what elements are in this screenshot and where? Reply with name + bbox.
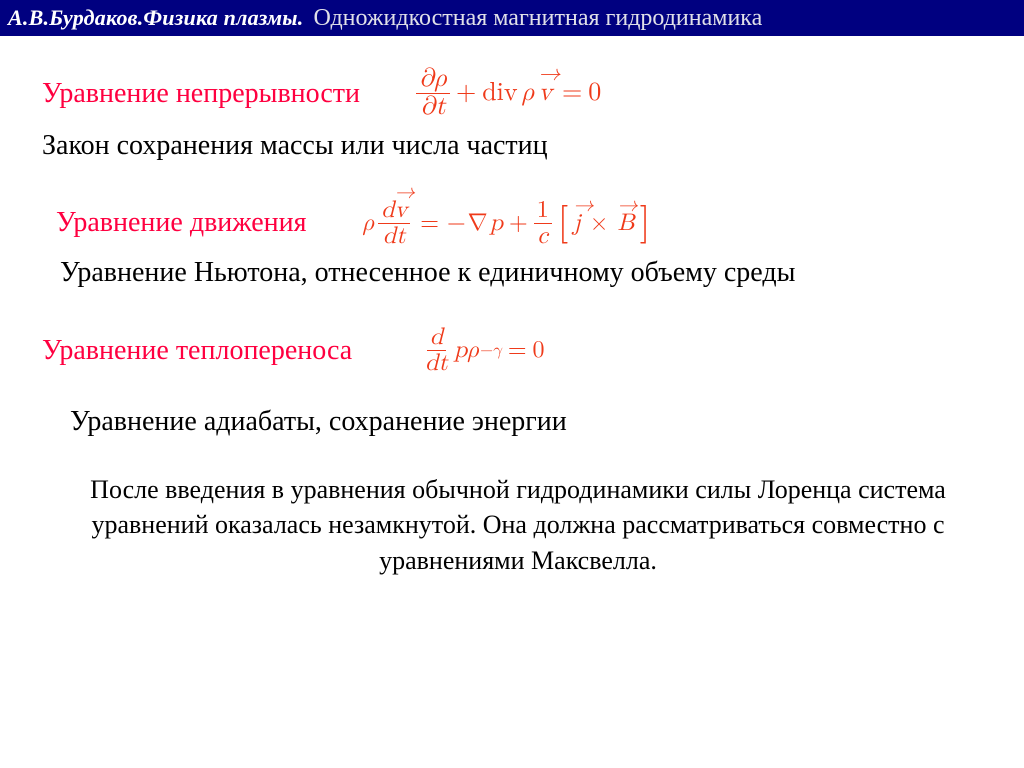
label-continuity: Уравнение непрерывности bbox=[42, 78, 360, 110]
label-momentum: Уравнение движения bbox=[56, 207, 307, 239]
closing-paragraph: После введения в уравнения обычной гидро… bbox=[58, 472, 978, 577]
equation-continuity: ∂ρ∂t + div ρ v = 0 bbox=[416, 66, 601, 122]
section-heat: Уравнение теплопереноса ddt p ρ−γ = 0 bbox=[42, 325, 994, 376]
equation-heat: ddt p ρ−γ = 0 bbox=[422, 325, 544, 376]
equation-momentum: ρ dvdt = − ∇ p + 1c [ j × B ] bbox=[363, 198, 651, 249]
section-continuity: Уравнение непрерывности ∂ρ∂t + div ρ v =… bbox=[42, 66, 994, 122]
desc-continuity: Закон сохранения массы или числа частиц bbox=[42, 130, 994, 162]
slide-title: Одножидкостная магнитная гидродинамика bbox=[313, 5, 762, 32]
desc-heat: Уравнение адиабаты, сохранение энергии bbox=[70, 406, 994, 438]
label-heat: Уравнение теплопереноса bbox=[42, 335, 352, 367]
slide-header: А.В.Бурдаков.Физика плазмы. Одножидкостн… bbox=[0, 0, 1024, 36]
desc-momentum: Уравнение Ньютона, отнесенное к единично… bbox=[60, 257, 994, 289]
slide-content: Уравнение непрерывности ∂ρ∂t + div ρ v =… bbox=[0, 36, 1024, 578]
section-momentum: Уравнение движения ρ dvdt = − ∇ p + 1c [… bbox=[56, 198, 994, 249]
author-text: А.В.Бурдаков.Физика плазмы. bbox=[0, 5, 313, 31]
